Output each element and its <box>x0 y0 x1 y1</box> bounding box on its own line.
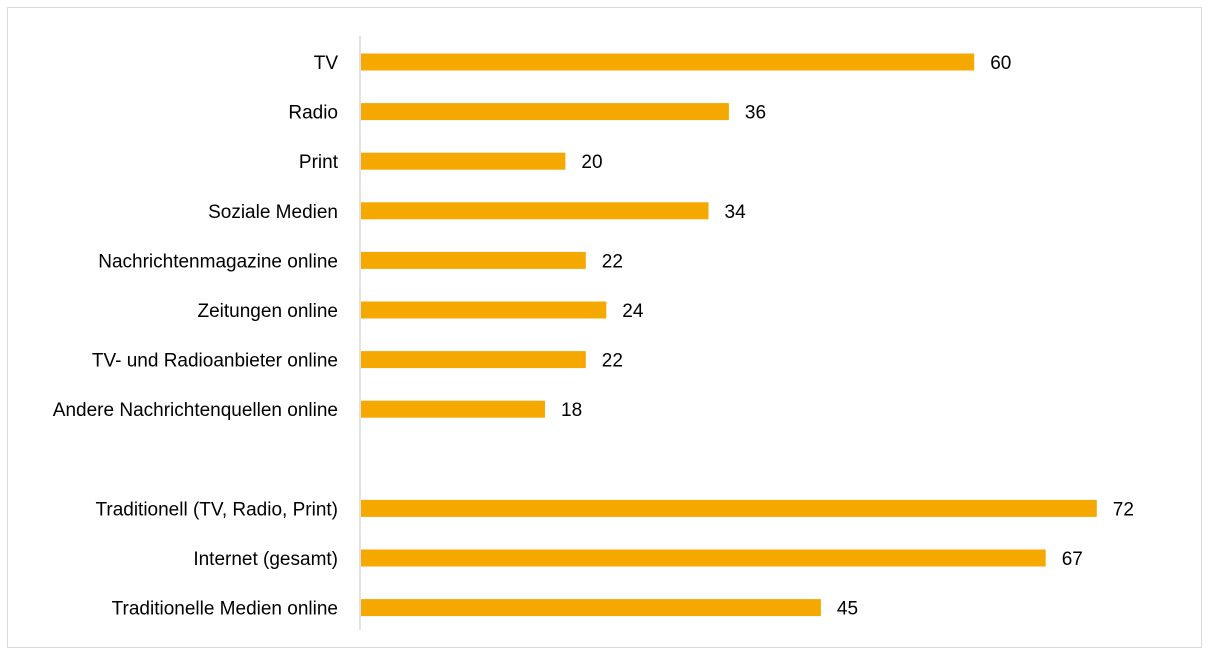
bar-3 <box>361 202 709 220</box>
value-label-1: 36 <box>745 103 766 124</box>
value-label-3: 34 <box>725 202 747 223</box>
value-label-8: 72 <box>1113 499 1134 520</box>
value-label-6: 22 <box>602 351 623 372</box>
category-label-2: Print <box>299 152 339 173</box>
category-label-9: Internet (gesamt) <box>193 549 338 570</box>
chart-frame: TV 60 Radio 36 Print 20 Soziale Medien 34 Nachri… <box>7 7 1202 648</box>
category-label-0: TV <box>314 53 339 74</box>
value-label-9: 67 <box>1062 549 1083 570</box>
category-label-6: TV- und Radioanbieter online <box>92 351 338 372</box>
category-label-3: Soziale Medien <box>208 202 338 223</box>
bar-9 <box>361 549 1046 567</box>
bar-10 <box>361 599 821 617</box>
bar-5 <box>361 301 607 319</box>
labels-layer: TV 60 Radio 36 Print 20 Soziale Medien 34 Nachri… <box>53 53 1134 620</box>
bar-1 <box>361 103 729 121</box>
bar-8 <box>361 499 1097 517</box>
value-label-5: 24 <box>622 301 644 322</box>
bar-0 <box>361 53 975 71</box>
value-label-0: 60 <box>990 53 1011 74</box>
category-label-10: Traditionelle Medien online <box>112 599 338 620</box>
category-label-7: Andere Nachrichtenquellen online <box>53 400 338 421</box>
category-label-5: Zeitungen online <box>198 301 339 322</box>
category-label-8: Traditionell (TV, Radio, Print) <box>95 499 338 520</box>
bar-2 <box>361 152 566 170</box>
category-label-1: Radio <box>288 103 338 124</box>
bar-7 <box>361 400 545 418</box>
bar-6 <box>361 351 586 369</box>
value-label-4: 22 <box>602 251 623 272</box>
value-label-7: 18 <box>561 400 582 421</box>
value-label-2: 20 <box>581 152 602 173</box>
value-label-10: 45 <box>837 599 858 620</box>
bar-chart: TV 60 Radio 36 Print 20 Soziale Medien 34 Nachri… <box>53 36 1134 630</box>
category-label-4: Nachrichtenmagazine online <box>98 251 338 272</box>
bar-4 <box>361 251 586 269</box>
bars-layer <box>361 53 1097 617</box>
